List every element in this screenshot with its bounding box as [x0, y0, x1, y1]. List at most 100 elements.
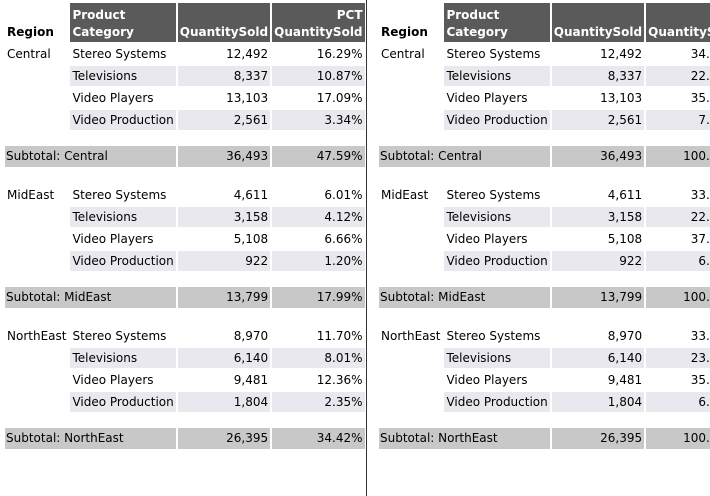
spacer-row	[379, 308, 710, 324]
region-cell	[5, 108, 69, 130]
quantity-cell: 4,611	[177, 183, 271, 205]
pct-cell: 1.20%	[272, 249, 365, 271]
quantity-cell: 8,970	[551, 324, 645, 346]
left-report-panel: Region Product Category QuantitySold PCT Q…	[5, 3, 367, 449]
region-cell	[5, 390, 69, 412]
region-cell	[379, 64, 443, 86]
quantity-header: QuantitySold	[177, 3, 271, 42]
pct-cell: 7.02%	[646, 108, 710, 130]
subtotal-pct: 100.00%	[646, 287, 710, 308]
region-cell: NorthEast	[379, 324, 443, 346]
pct-cell: 6.01%	[272, 183, 365, 205]
table-row: Video Production 1,804 2.35%	[5, 390, 365, 412]
region-header: Region	[7, 25, 54, 39]
table-row: Video Players 13,103 17.09%	[5, 86, 365, 108]
pct-cell: 17.09%	[272, 86, 365, 108]
panel-divider	[366, 0, 367, 496]
subtotal-row: Subtotal: NorthEast 26,395 34.42%	[5, 428, 365, 449]
category-cell: Televisions	[70, 346, 176, 368]
spacer-cell	[379, 412, 710, 428]
quantity-cell: 3,158	[551, 205, 645, 227]
spacer-cell	[379, 308, 710, 324]
region-cell: MidEast	[379, 183, 443, 205]
table-row: Video Production 2,561 3.34%	[5, 108, 365, 130]
region-cell: Central	[379, 42, 443, 64]
subtotal-pct: 17.99%	[272, 287, 365, 308]
category-cell: Video Production	[70, 108, 176, 130]
region-cell	[5, 346, 69, 368]
spacer-cell	[379, 167, 710, 183]
category-cell: Video Players	[444, 227, 550, 249]
region-cell	[5, 249, 69, 271]
category-cell: Video Players	[70, 86, 176, 108]
table-row: Video Production 922 1.20%	[5, 249, 365, 271]
pct-cell: 3.34%	[272, 108, 365, 130]
pct-cell: 34.23%	[646, 42, 710, 64]
pct-cell: 33.98%	[646, 324, 710, 346]
region-header: Region	[381, 25, 428, 39]
spacer-row	[5, 130, 365, 146]
quantity-cell: 12,492	[551, 42, 645, 64]
spacer-cell	[379, 130, 710, 146]
spacer-row	[379, 167, 710, 183]
category-cell: Stereo Systems	[444, 183, 550, 205]
pct-cell: 37.02%	[646, 227, 710, 249]
spacer-row	[5, 412, 365, 428]
pct-cell: 23.26%	[646, 346, 710, 368]
region-cell	[379, 205, 443, 227]
spacer-cell	[5, 130, 365, 146]
subtotal-label: Subtotal: MidEast	[5, 287, 176, 308]
quantity-cell: 13,103	[177, 86, 271, 108]
quantity-cell: 9,481	[551, 368, 645, 390]
subtotal-quantity: 36,493	[177, 146, 271, 167]
pct-cell: 4.12%	[272, 205, 365, 227]
table-row: Televisions 8,337 10.87%	[5, 64, 365, 86]
table-row: NorthEast Stereo Systems 8,970 11.70%	[5, 324, 365, 346]
region-cell: NorthEast	[5, 324, 69, 346]
category-cell: Stereo Systems	[70, 183, 176, 205]
subtotal-quantity: 13,799	[177, 287, 271, 308]
region-cell	[5, 86, 69, 108]
region-cell	[5, 227, 69, 249]
quantity-cell: 12,492	[177, 42, 271, 64]
subtotal-pct: 100.00%	[646, 428, 710, 449]
table-row: Central Stereo Systems 12,492 16.29%	[5, 42, 365, 64]
region-cell: Central	[5, 42, 69, 64]
pct-cell: 35.92%	[646, 368, 710, 390]
spacer-cell	[5, 308, 365, 324]
category-cell: Video Players	[70, 227, 176, 249]
spacer-cell	[5, 271, 365, 287]
region-cell	[5, 368, 69, 390]
quantity-cell: 8,337	[551, 64, 645, 86]
subtotal-label: Subtotal: Central	[5, 146, 176, 167]
subtotal-label: Subtotal: MidEast	[379, 287, 550, 308]
subtotal-label: Subtotal: NorthEast	[5, 428, 176, 449]
quantity-cell: 1,804	[551, 390, 645, 412]
spacer-cell	[5, 412, 365, 428]
quantity-cell: 3,158	[177, 205, 271, 227]
table-row: Televisions 3,158 4.12%	[5, 205, 365, 227]
quantity-cell: 922	[551, 249, 645, 271]
subtotal-quantity: 36,493	[551, 146, 645, 167]
pct-cell: 6.66%	[272, 227, 365, 249]
quantity-cell: 4,611	[551, 183, 645, 205]
category-cell: Televisions	[70, 64, 176, 86]
left-report-table: Region Product Category QuantitySold PCT Q…	[3, 3, 367, 449]
region-cell	[5, 64, 69, 86]
spacer-row	[379, 271, 710, 287]
table-row: Televisions 6,140 8.01%	[5, 346, 365, 368]
region-cell	[379, 86, 443, 108]
quantity-cell: 2,561	[177, 108, 271, 130]
table-row: Video Players 5,108 6.66%	[5, 227, 365, 249]
pct-cell: 10.87%	[272, 64, 365, 86]
